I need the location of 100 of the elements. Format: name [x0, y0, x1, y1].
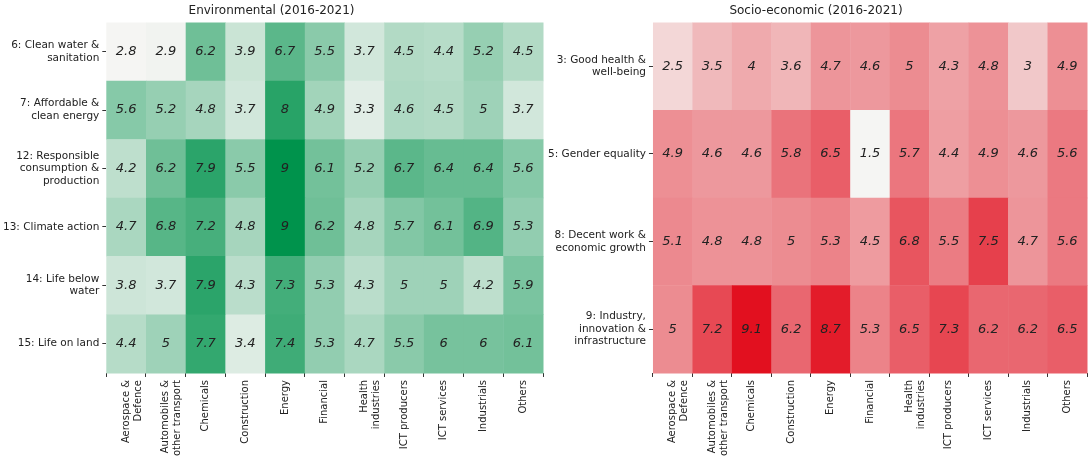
data-label: 6.2 — [155, 159, 177, 175]
data-label: 4.6 — [741, 145, 762, 161]
x-tick-label: Others — [516, 379, 528, 414]
x-tick-label: Construction — [784, 379, 796, 444]
y-tick-label: 9: Industry, innovation & infrastructure — [574, 309, 646, 347]
data-label: 5.5 — [938, 232, 960, 248]
data-label: 6.9 — [473, 218, 494, 234]
data-label: 8.7 — [820, 320, 842, 336]
data-label: 5.3 — [859, 320, 881, 336]
y-tick-label: 12: Responsible consumption & production — [16, 148, 100, 186]
data-label: 4.9 — [314, 101, 335, 117]
data-label: 4.6 — [701, 145, 723, 161]
data-label: 5.5 — [234, 159, 256, 175]
x-tick-label: Others — [1060, 379, 1072, 414]
data-label: 7.3 — [274, 276, 296, 292]
data-label: 5.6 — [115, 101, 137, 117]
data-label: 5.5 — [393, 335, 415, 351]
data-label: 3.7 — [512, 101, 535, 117]
data-label: 7.4 — [274, 335, 296, 351]
chart-title: Socio-economic (2016-2021) — [729, 3, 903, 18]
data-label: 6.2 — [1017, 320, 1039, 336]
data-label: 5.6 — [512, 159, 534, 175]
data-label: 3.5 — [701, 57, 723, 73]
x-tick-label: ICT producers — [397, 379, 409, 450]
y-tick-label: 3: Good health & well-being — [556, 52, 646, 78]
data-label: 4.4 — [433, 42, 455, 58]
data-label: 6.1 — [433, 218, 455, 234]
data-label: 5.3 — [314, 335, 335, 351]
data-label: 3.4 — [234, 335, 256, 351]
x-tick-label: Aerospace & Defence — [119, 379, 143, 444]
data-label: 4.9 — [978, 145, 999, 161]
x-tick-label: ICT services — [981, 379, 993, 441]
data-label: 4.7 — [354, 335, 376, 351]
data-label: 5.2 — [354, 159, 375, 175]
data-label: 4.2 — [473, 276, 494, 292]
data-label: 4.8 — [741, 232, 762, 248]
x-tick-label: Construction — [238, 379, 250, 444]
data-label: 6 — [479, 335, 488, 351]
data-label: 5 — [786, 232, 796, 248]
data-label: 4.6 — [393, 101, 415, 117]
y-tick-label: 6: Clean water & sanitation — [11, 38, 100, 63]
data-label: 4.7 — [820, 57, 842, 73]
data-label: 5.3 — [820, 232, 841, 248]
data-label: 5.3 — [512, 218, 534, 234]
data-label: 4.2 — [115, 159, 137, 175]
data-label: 5.7 — [899, 145, 921, 161]
data-label: 6.2 — [780, 320, 802, 336]
data-label: 7.3 — [938, 320, 960, 336]
data-label: 5.7 — [393, 218, 416, 234]
data-label: 3.9 — [234, 42, 256, 58]
y-tick-label: 14: Life below water — [25, 271, 100, 297]
data-label: 7.9 — [195, 159, 216, 175]
data-label: 4.8 — [234, 218, 256, 234]
data-label: 5 — [905, 57, 914, 73]
data-label: 5.9 — [512, 276, 534, 292]
data-label: 2.9 — [155, 42, 177, 58]
data-label: 7.9 — [195, 276, 216, 292]
x-tick-label: Industrials — [1021, 379, 1033, 433]
data-label: 5 — [161, 335, 170, 351]
x-tick-label: Chemicals — [745, 379, 757, 432]
data-label: 5.2 — [155, 101, 177, 117]
data-label: 4.4 — [938, 145, 960, 161]
data-label: 4.9 — [662, 145, 684, 161]
data-label: 2.5 — [662, 57, 684, 73]
x-tick-label: Industrials — [477, 379, 489, 433]
data-label: 4.7 — [1017, 232, 1039, 248]
data-label: 5 — [439, 276, 448, 292]
data-label: 5.6 — [1056, 145, 1078, 161]
data-label: 3.6 — [780, 57, 802, 73]
y-tick-label: 5: Gender equality — [548, 146, 646, 159]
x-tick-label: ICT producers — [942, 379, 954, 450]
data-label: 2.8 — [115, 42, 137, 58]
data-label: 7.2 — [701, 320, 723, 336]
data-label: 8 — [280, 101, 290, 117]
data-label: 3.8 — [115, 276, 137, 292]
data-label: 6.5 — [820, 145, 841, 161]
data-label: 6.1 — [512, 335, 534, 351]
x-tick-label: Automobiles & other transport — [159, 379, 183, 457]
data-label: 4.6 — [859, 57, 881, 73]
data-label: 5.5 — [314, 42, 335, 58]
data-label: 1.5 — [859, 145, 881, 161]
data-label: 4.5 — [512, 42, 534, 58]
data-label: 7.2 — [195, 218, 216, 234]
y-tick-label: 13: Climate action — [2, 219, 100, 232]
data-label: 4.8 — [354, 218, 375, 234]
data-label: 4.8 — [195, 101, 216, 117]
x-tick-label: Aerospace & Defence — [666, 379, 690, 444]
x-tick-label: Automobiles & other transport — [705, 379, 729, 457]
data-label: 3.7 — [234, 101, 257, 117]
x-tick-label: Energy — [824, 379, 836, 415]
x-tick-label: Chemicals — [199, 379, 211, 432]
data-label: 4.5 — [433, 101, 455, 117]
x-tick-label: Financial — [863, 379, 875, 424]
data-label: 6.2 — [314, 218, 335, 234]
data-label: 9.1 — [741, 320, 762, 336]
y-tick-label: 15: Life on land — [17, 336, 100, 349]
data-label: 4.3 — [938, 57, 960, 73]
data-label: 6.2 — [195, 42, 216, 58]
data-label: 6.8 — [155, 218, 177, 234]
x-tick-label: Health industries — [903, 379, 927, 430]
